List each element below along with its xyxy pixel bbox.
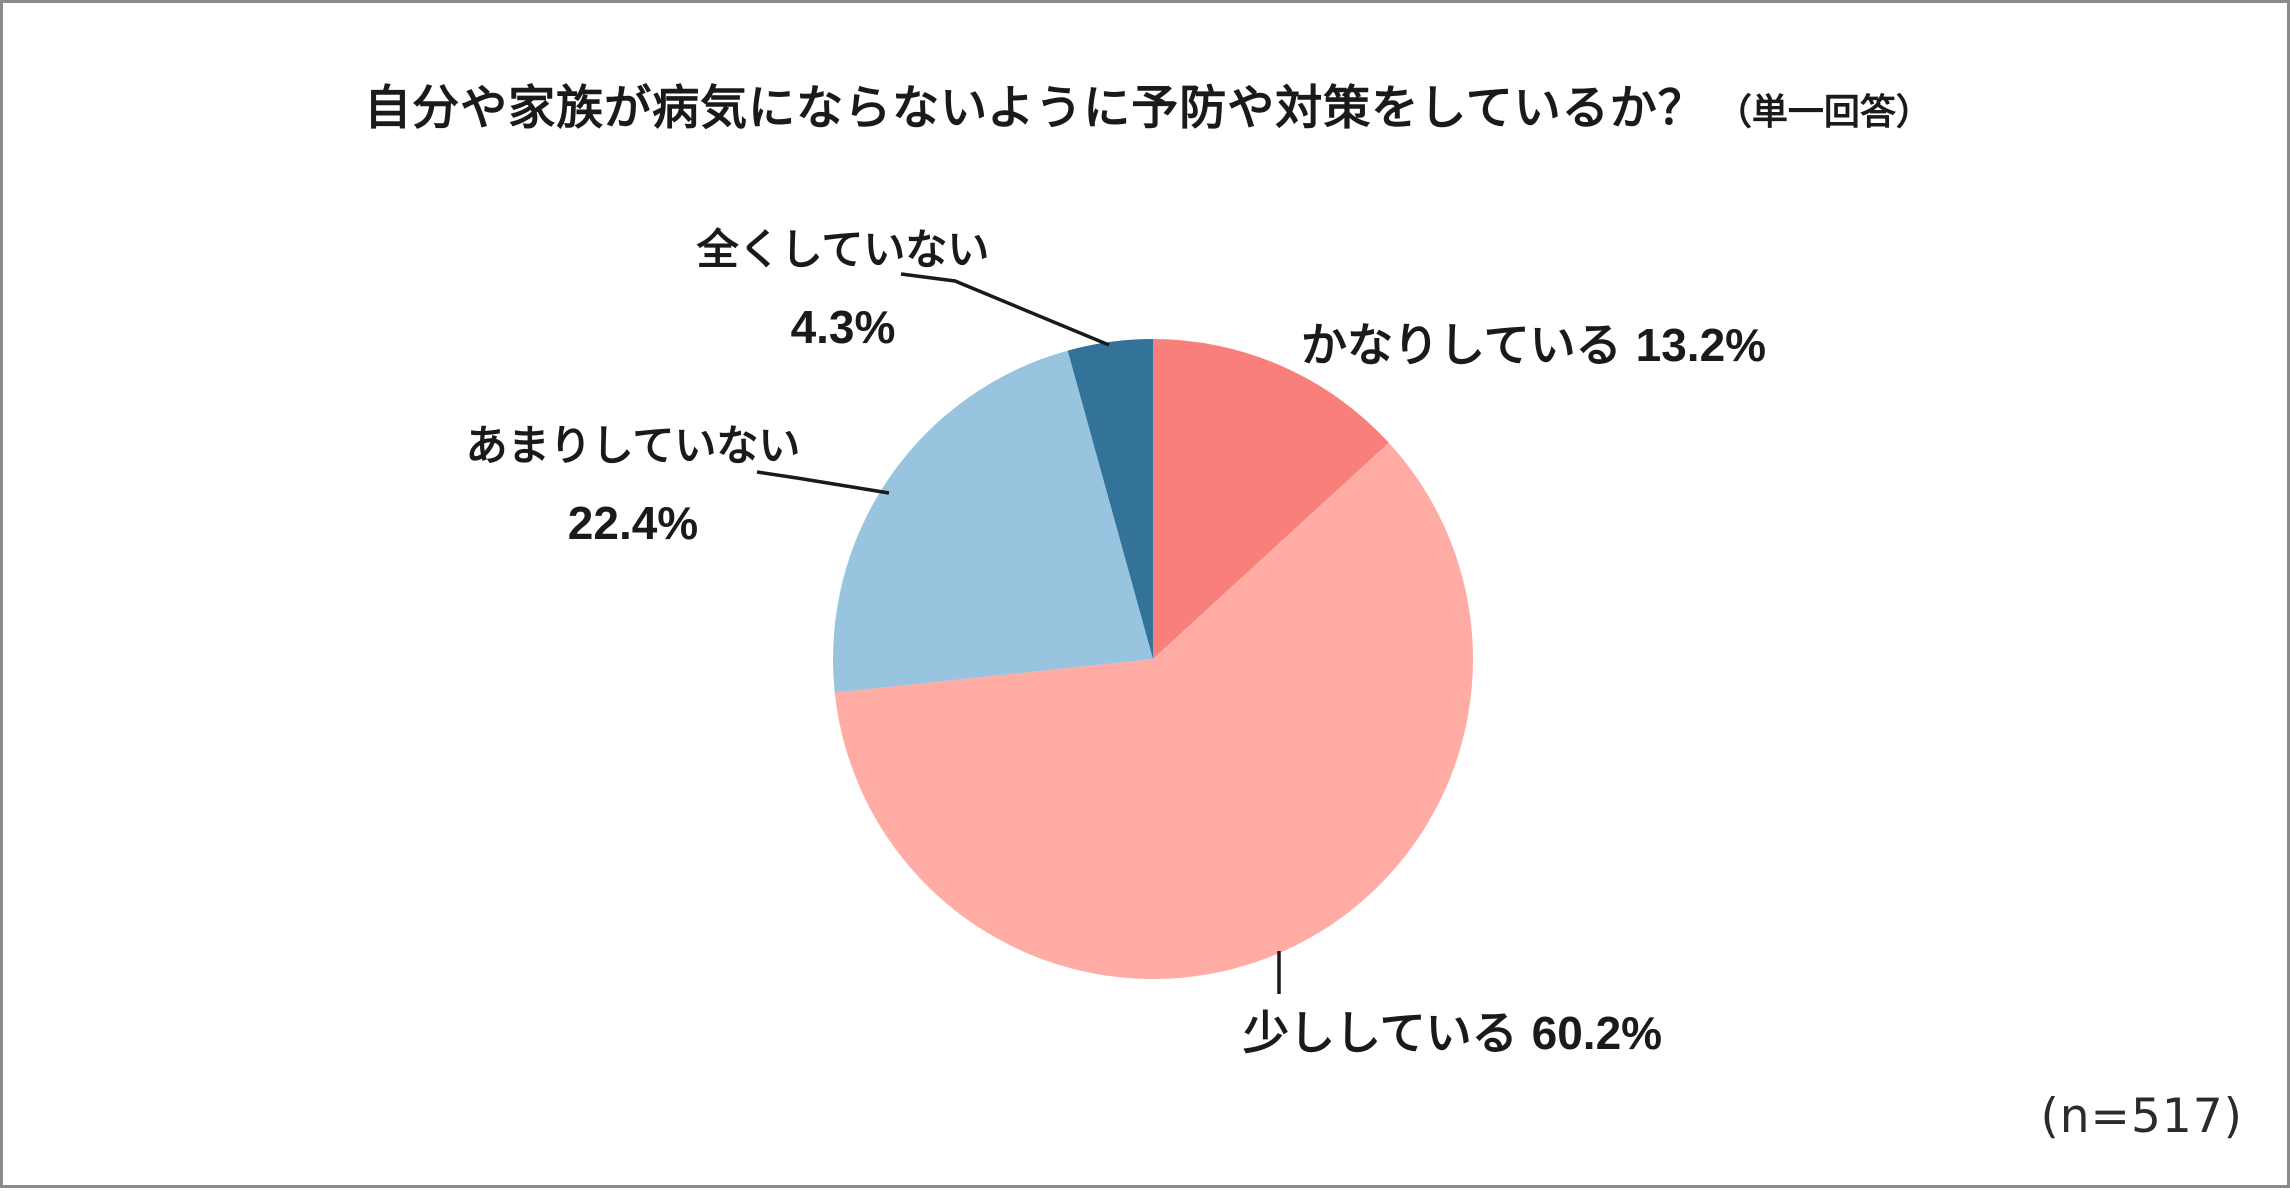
pie-chart [756, 272, 1474, 994]
slice-label-sukoshi: 少ししている 60.2% [1243, 1009, 1662, 1057]
pie-slice-3 [1067, 339, 1153, 659]
chart-title-main: 自分や家族が病気にならないように予防や対策をしているか？ [364, 81, 1706, 134]
slice-label-zenku: 全くしていない 4.3% [643, 226, 1043, 353]
slice-label-zenku-pct: 4.3% [790, 301, 896, 353]
slice-label-kanari-text: かなりしている [1301, 319, 1622, 371]
slice-label-kanari: かなりしている 13.2% [1301, 321, 1766, 369]
pie-slice-1 [834, 442, 1474, 980]
leader-line-amari [756, 470, 890, 495]
slice-label-amari-pct: 22.4% [567, 497, 699, 549]
slice-label-amari-text: あまりしていない [465, 422, 801, 469]
pie-slices-group [832, 339, 1474, 980]
chart-title: 自分や家族が病気にならないように予防や対策をしているか？ （単一回答） [3, 69, 2290, 138]
chart-title-sub: （単一回答） [1715, 91, 1932, 132]
pie-slice-2 [832, 350, 1153, 693]
leader-line-zenku [900, 272, 1110, 347]
slice-label-kanari-pct: 13.2% [1635, 319, 1767, 371]
sample-size: (n=517) [2040, 1089, 2243, 1144]
slice-label-amari: あまりしていない 22.4% [433, 422, 833, 549]
pie-slice-0 [1153, 339, 1389, 659]
slice-label-zenku-text: 全くしていない [696, 226, 990, 273]
slice-label-sukoshi-pct: 60.2% [1531, 1007, 1663, 1059]
slice-label-sukoshi-text: 少ししている [1243, 1007, 1518, 1059]
